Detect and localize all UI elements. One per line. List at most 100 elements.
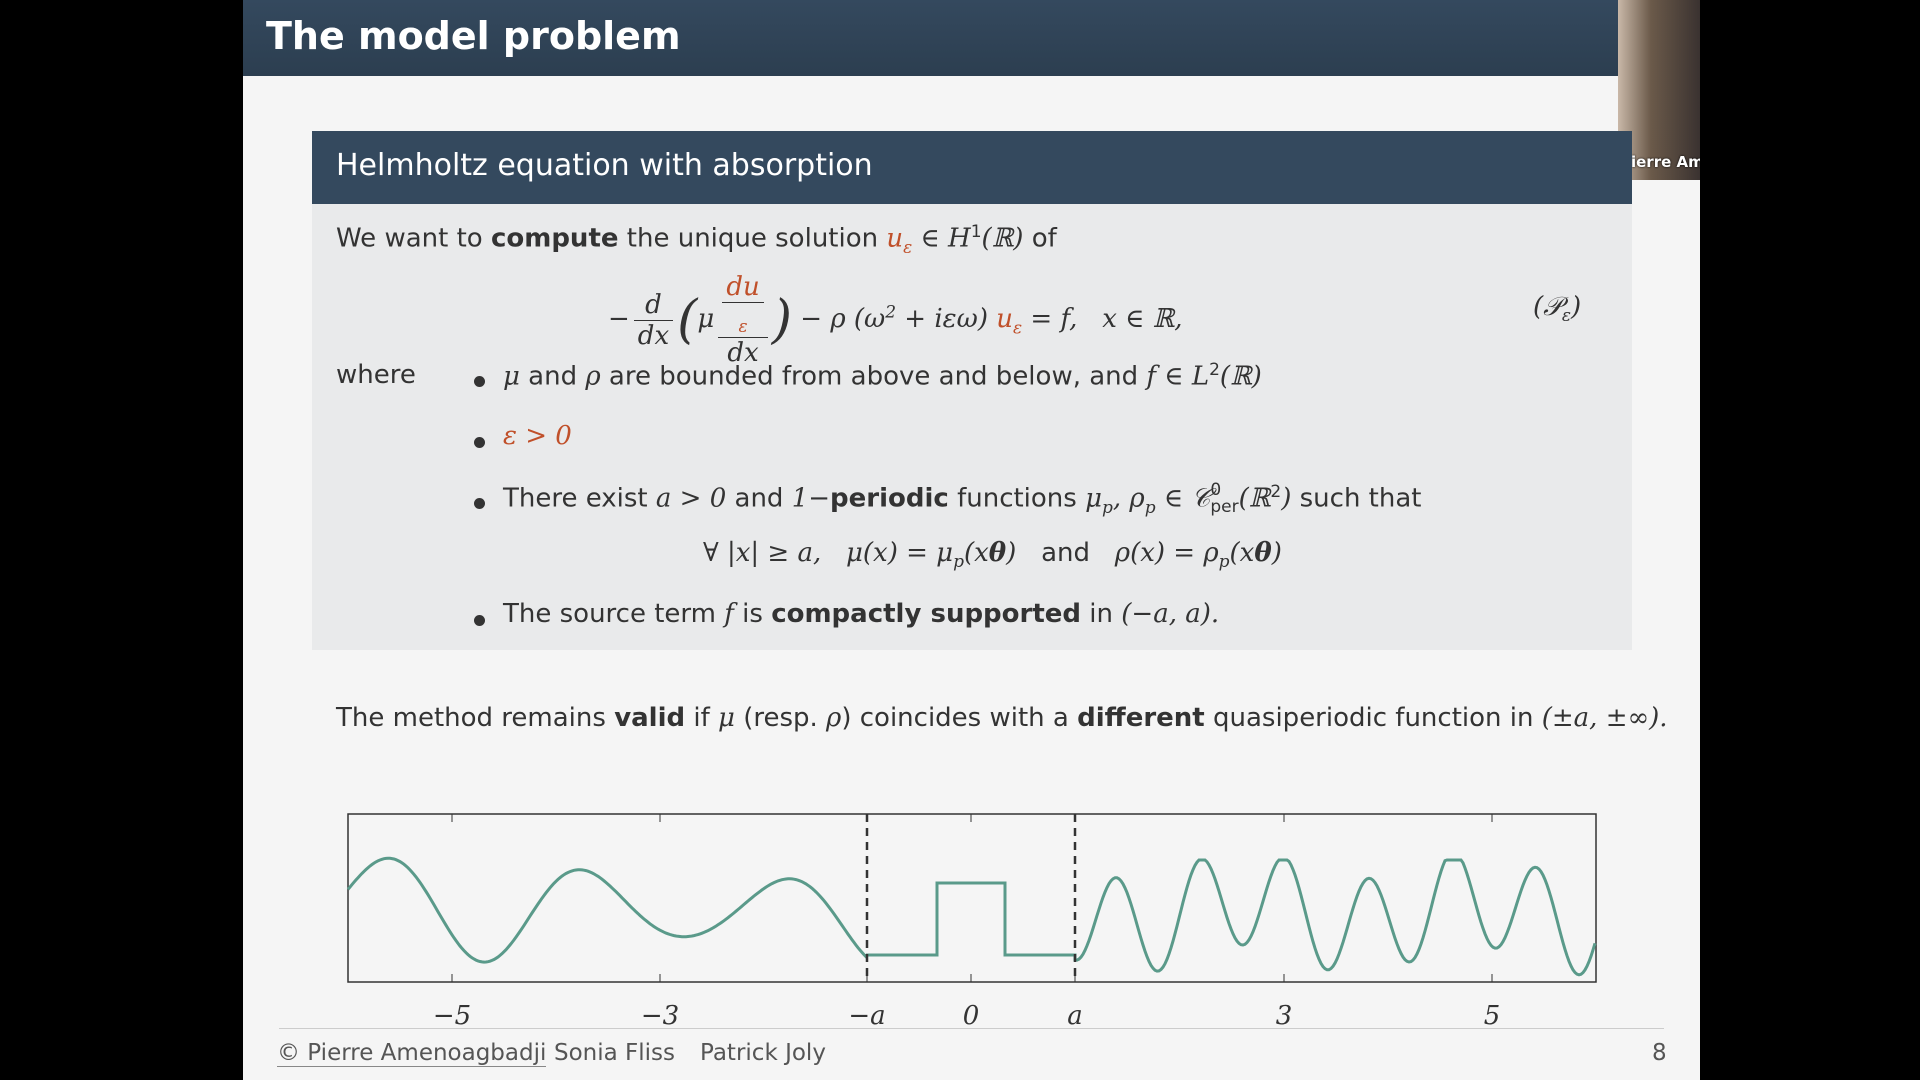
text: ) bbox=[771, 290, 792, 351]
text: u bbox=[886, 223, 904, 254]
text: 1 bbox=[970, 222, 982, 242]
where: where bbox=[336, 360, 416, 390]
text: (ℝ) bbox=[1219, 361, 1262, 392]
text: − bbox=[608, 304, 630, 335]
block-title: Helmholtz equation with absorption bbox=[336, 148, 873, 183]
author: Patrick Joly bbox=[700, 1040, 826, 1066]
text: + iεω) bbox=[896, 304, 997, 335]
text: such that bbox=[1291, 483, 1422, 514]
text-part: du ε bbox=[718, 272, 768, 339]
block-header: Helmholtz equation with absorption bbox=[312, 131, 1632, 204]
text: compactly supported bbox=[771, 599, 1082, 629]
block-body bbox=[312, 204, 1632, 650]
bullet-text: There exist a > 0 and 1−periodic functio… bbox=[503, 482, 1422, 518]
curve bbox=[346, 856, 1597, 977]
text: (ℝ bbox=[1238, 483, 1271, 514]
text: (−a, a). bbox=[1121, 599, 1220, 629]
text: in bbox=[1081, 599, 1122, 629]
bullet-text: ε > 0 bbox=[503, 421, 572, 451]
text: μ bbox=[1085, 483, 1103, 514]
text: per bbox=[1210, 497, 1239, 518]
text: ) coincides with a bbox=[841, 703, 1078, 733]
tick-label: 3 bbox=[1276, 1001, 1293, 1031]
text: p bbox=[953, 552, 964, 573]
equation-label: (𝒫ε) bbox=[1533, 292, 1581, 326]
text: (x bbox=[1229, 538, 1255, 568]
text: ) bbox=[1006, 538, 1017, 568]
tick-label: a bbox=[1067, 1001, 1083, 1031]
text: (x bbox=[963, 538, 989, 568]
footer-rule bbox=[279, 1028, 1664, 1029]
header: The model problem bbox=[243, 0, 1618, 76]
text: f ∈ L bbox=[1146, 361, 1210, 392]
tick-label: −a bbox=[848, 1001, 885, 1031]
text-part: 0 per bbox=[1210, 482, 1238, 516]
bullet bbox=[474, 498, 485, 509]
author: © Pierre Amenoagbadji bbox=[277, 1040, 547, 1067]
plot: −5 −3 −a 0 a 3 5 bbox=[346, 813, 1597, 1031]
text: − ρ (ω bbox=[800, 304, 886, 335]
text: and bbox=[519, 361, 586, 392]
text: and bbox=[1041, 538, 1090, 568]
webcam-name: Pierre Ame bbox=[1620, 153, 1700, 171]
slide: The model problem Pierre Ame Helmholtz e… bbox=[243, 0, 1700, 1080]
tick-label: 0 bbox=[963, 1001, 980, 1031]
text: ρ bbox=[585, 361, 601, 392]
intro: We want to compute the unique solution u… bbox=[336, 222, 1057, 258]
text: μ bbox=[503, 361, 520, 392]
text: , ρ bbox=[1112, 483, 1145, 514]
text: d bbox=[633, 290, 674, 321]
text: ( bbox=[677, 290, 698, 351]
text: different bbox=[1077, 703, 1205, 733]
text: ρ bbox=[826, 703, 842, 733]
text: 2 bbox=[1270, 482, 1282, 502]
text: 1− bbox=[791, 483, 831, 514]
page-number: 8 bbox=[1652, 1040, 1667, 1066]
text: (𝒫 bbox=[1533, 292, 1562, 322]
tick-label: 5 bbox=[1484, 1001, 1501, 1031]
text: ∈ bbox=[912, 223, 949, 254]
text: ε bbox=[1013, 318, 1023, 339]
equation: − d dx (μ du ε dx) − ρ (ω2 + iεω) uε = f, x ∈ … bbox=[608, 272, 1183, 368]
text: p bbox=[1144, 497, 1156, 518]
text: u bbox=[996, 304, 1013, 335]
text: of bbox=[1023, 223, 1057, 254]
text: ε bbox=[1561, 306, 1572, 327]
text: ∀ |x| ≥ a, bbox=[703, 538, 822, 568]
text: p bbox=[1102, 497, 1113, 518]
text: μ bbox=[697, 304, 715, 335]
text: ) bbox=[1271, 538, 1282, 568]
tick-label: −5 bbox=[433, 1001, 471, 1031]
text: (±a, ±∞). bbox=[1541, 703, 1668, 733]
author: Sonia Fliss bbox=[554, 1040, 676, 1066]
text: is bbox=[733, 599, 772, 629]
text: The source term bbox=[503, 599, 725, 629]
formula: ∀ |x| ≥ a, μ(x) = μp(xθ) and ρ(x) = ρp(x… bbox=[703, 538, 1282, 572]
text: H bbox=[948, 223, 971, 254]
text: (ℝ) bbox=[981, 223, 1024, 254]
text: ε bbox=[903, 237, 913, 258]
text: ∈ 𝒞 bbox=[1155, 483, 1211, 514]
text: θ bbox=[988, 538, 1007, 568]
text: are bounded from above and below, and bbox=[600, 361, 1147, 392]
text: θ bbox=[1254, 538, 1272, 568]
text: the unique solution bbox=[618, 223, 887, 254]
text: x ∈ ℝ, bbox=[1102, 304, 1183, 335]
text: dx bbox=[727, 338, 759, 369]
text: p bbox=[1218, 552, 1230, 573]
text: ) bbox=[1571, 292, 1582, 322]
text: μ bbox=[718, 703, 735, 733]
text: periodic bbox=[830, 483, 949, 514]
text-part: du ε dx bbox=[718, 272, 768, 369]
bullet bbox=[474, 437, 485, 448]
text: valid bbox=[614, 703, 686, 733]
text: functions bbox=[948, 483, 1086, 514]
text: ρ(x) = ρ bbox=[1114, 538, 1219, 568]
text: 2 bbox=[1209, 360, 1220, 380]
remark: The method remains valid if μ (resp. ρ) … bbox=[336, 703, 1668, 733]
text: ) bbox=[1281, 483, 1292, 514]
text: 2 bbox=[885, 302, 897, 323]
text: (resp. bbox=[734, 703, 827, 733]
plot-frame bbox=[347, 813, 1597, 983]
